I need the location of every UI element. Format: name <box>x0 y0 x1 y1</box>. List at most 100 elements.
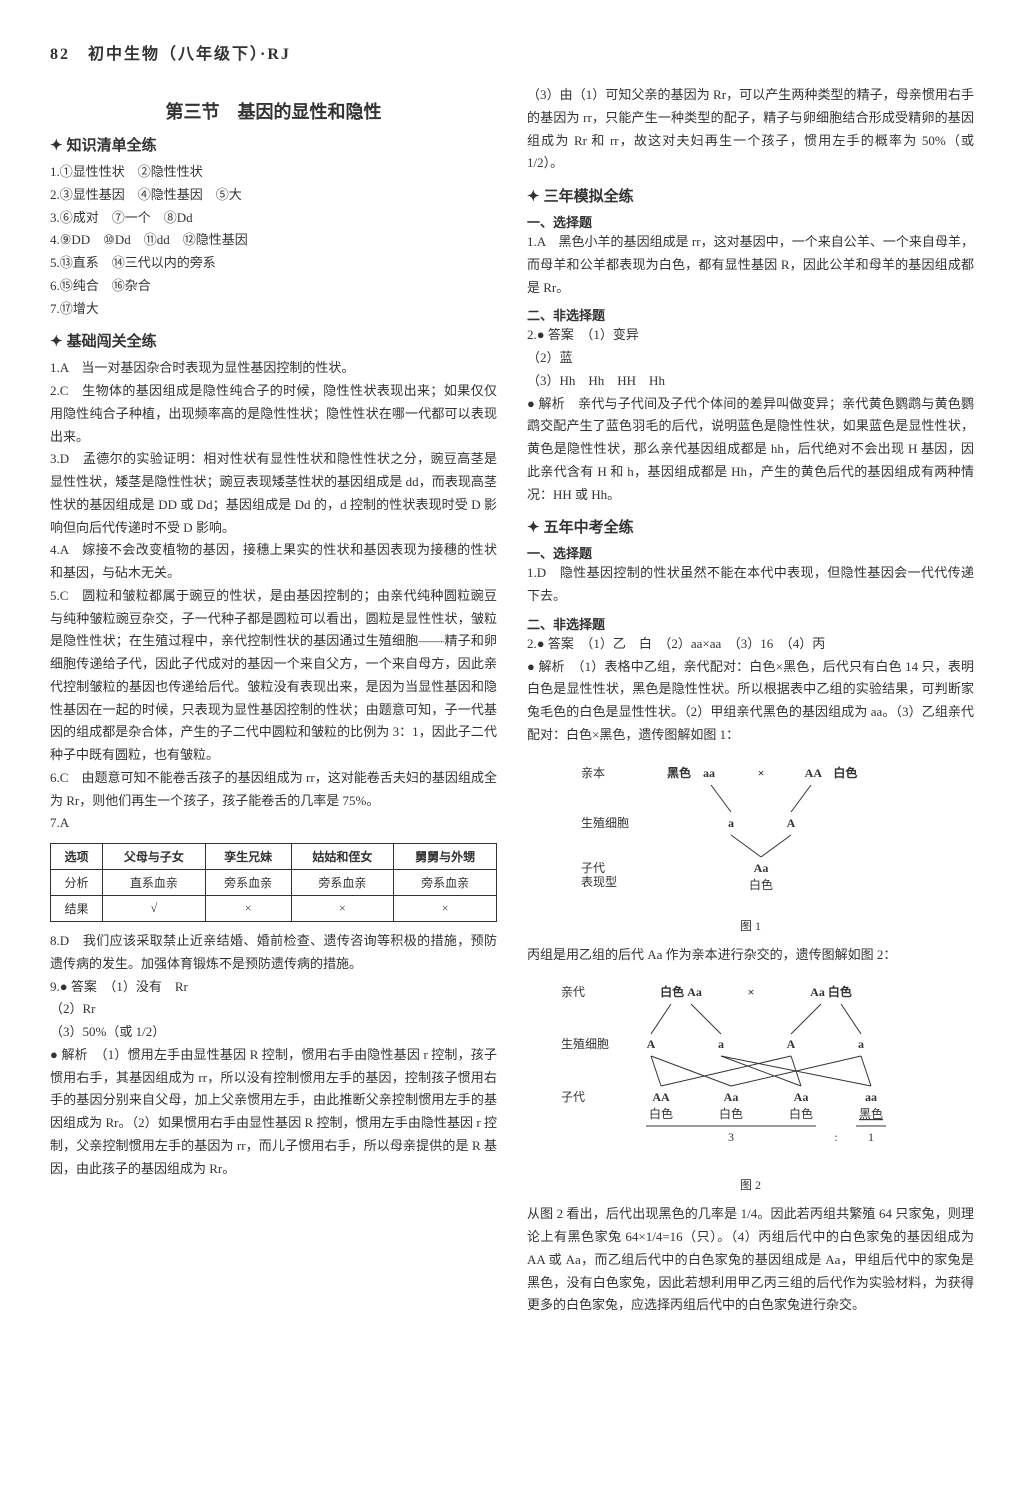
offspring-pheno: 白色 <box>718 1106 742 1121</box>
edge <box>731 1056 861 1086</box>
table-row: 分析 直系血亲 旁系血亲 旁系血亲 旁系血亲 <box>51 870 497 896</box>
right-column: （3）由（1）可知父亲的基因为 Rr，可以产生两种类型的精子，母亲惯用右手的基因… <box>527 84 974 1317</box>
offspring-pheno: 黑色 <box>858 1107 882 1121</box>
jichu-after: （2）Rr <box>50 998 497 1021</box>
parent-right: Aa 白色 <box>810 984 852 999</box>
td: × <box>291 896 394 922</box>
zhishi-line: 4.⑨DD ⑩Dd ⑪dd ⑫隐性基因 <box>50 229 497 252</box>
table-row: 结果 √ × × × <box>51 896 497 922</box>
th: 舅舅与外甥 <box>394 844 497 870</box>
zhishi-line: 7.⑰增大 <box>50 298 497 321</box>
row-label: 子代 <box>561 1090 585 1104</box>
th: 姑姑和侄女 <box>291 844 394 870</box>
sannian-header: 三年模拟全练 <box>527 185 974 206</box>
category: 二、非选择题 <box>527 305 974 324</box>
edge <box>761 835 791 857</box>
section-title: 第三节 基因的显性和隐性 <box>50 98 497 124</box>
td: 旁系血亲 <box>394 870 497 896</box>
gamete-right: A <box>786 816 795 830</box>
edge <box>651 1004 671 1034</box>
right-top: （3）由（1）可知父亲的基因为 Rr，可以产生两种类型的精子，母亲惯用右手的基因… <box>527 84 974 175</box>
gamete: A <box>646 1037 655 1051</box>
sannian-q2: （2）蓝 <box>527 347 974 370</box>
zhishi-line: 1.①显性性状 ②隐性性状 <box>50 161 497 184</box>
jichu-header: 基础闯关全练 <box>50 330 497 351</box>
wunian-q2-exp: ● 解析 （1）表格中乙组，亲代配对：白色×黑色，后代只有白色 14 只，表明白… <box>527 656 974 747</box>
gamete-left: a <box>728 816 734 830</box>
cross-icon: × <box>757 766 764 780</box>
zhishi-line: 6.⑮纯合 ⑯杂合 <box>50 275 497 298</box>
zhishi-line: 5.⑬直系 ⑭三代以内的旁系 <box>50 252 497 275</box>
td: × <box>205 896 291 922</box>
left-column: 第三节 基因的显性和隐性 知识清单全练 1.①显性性状 ②隐性性状 2.③显性基… <box>50 84 497 1317</box>
ratio-3: 3 <box>728 1130 734 1144</box>
jichu-item: 4.A 嫁接不会改变植物的基因，接穗上果实的性状和基因表现为接穗的性状和基因，与… <box>50 539 497 585</box>
edge <box>791 785 811 812</box>
edge <box>841 1004 861 1034</box>
row-label: 亲代 <box>561 985 585 999</box>
jichu-after: 9.● 答案 （1）没有 Rr <box>50 976 497 999</box>
zhishi-line: 2.③显性基因 ④隐性基因 ⑤大 <box>50 184 497 207</box>
wunian-q2-mid: 丙组是用乙组的后代 Aa 作为亲本进行杂交的，遗传图解如图 2： <box>527 944 974 967</box>
ratio-1: 1 <box>868 1130 874 1144</box>
edge <box>711 785 731 812</box>
th: 选项 <box>51 844 103 870</box>
fig1-caption: 图 1 <box>527 917 974 934</box>
td: √ <box>103 896 206 922</box>
offspring-geno: Aa <box>753 861 768 875</box>
gamete: a <box>858 1037 864 1051</box>
wunian-q2-exp2: 从图 2 看出，后代出现黑色的几率是 1/4。因此若丙组共繁殖 64 只家兔，则… <box>527 1203 974 1317</box>
jichu-after: 8.D 我们应该采取禁止近亲结婚、婚前检查、遗传咨询等积极的措施，预防遗传病的发… <box>50 930 497 976</box>
zhishi-line: 3.⑥成对 ⑦一个 ⑧Dd <box>50 207 497 230</box>
edge <box>691 1004 721 1034</box>
offspring-geno: aa <box>865 1090 877 1104</box>
wunian-q1: 1.D 隐性基因控制的性状虽然不能在本代中表现，但隐性基因会一代代传递下去。 <box>527 562 974 608</box>
edge <box>861 1056 871 1086</box>
th: 父母与子女 <box>103 844 206 870</box>
row-label: 亲本 <box>581 766 605 780</box>
jichu-after: ● 解析 （1）惯用左手由显性基因 R 控制，惯用右手由隐性基因 r 控制，孩子… <box>50 1044 497 1181</box>
edge <box>731 835 761 857</box>
edge <box>651 1056 731 1086</box>
jichu-item: 2.C 生物体的基因组成是隐性纯合子的时候，隐性性状表现出来；如果仅仅用隐性纯合… <box>50 380 497 448</box>
category: 二、非选择题 <box>527 614 974 633</box>
two-column-layout: 第三节 基因的显性和隐性 知识清单全练 1.①显性性状 ②隐性性状 2.③显性基… <box>50 84 974 1317</box>
edge <box>661 1056 791 1086</box>
category: 一、选择题 <box>527 212 974 231</box>
td: 分析 <box>51 870 103 896</box>
genetics-diagram-1: 亲本 黑色 aa × AA 白色 生殖细胞 a A 子代表现型 Aa 白色 <box>571 757 931 907</box>
td: × <box>394 896 497 922</box>
td: 直系血亲 <box>103 870 206 896</box>
zhishi-header: 知识清单全练 <box>50 134 497 155</box>
offspring-geno: AA <box>652 1090 670 1104</box>
genetics-diagram-2: 亲代 白色 Aa × Aa 白色 生殖细胞 A a A a 子代 AA Aa A <box>551 976 951 1166</box>
td: 旁系血亲 <box>205 870 291 896</box>
relation-table: 选项 父母与子女 孪生兄妹 姑姑和侄女 舅舅与外甥 分析 直系血亲 旁系血亲 旁… <box>50 843 497 922</box>
sannian-q2: 2.● 答案 （1）变异 <box>527 324 974 347</box>
th: 孪生兄妹 <box>205 844 291 870</box>
parent-right: AA 白色 <box>804 765 857 780</box>
sannian-q2: ● 解析 亲代与子代间及子代个体间的差异叫做变异；亲代黄色鹦鹉与黄色鹦鹉交配产生… <box>527 393 974 507</box>
td: 结果 <box>51 896 103 922</box>
edge <box>651 1056 661 1086</box>
gamete: a <box>718 1037 724 1051</box>
table-row: 选项 父母与子女 孪生兄妹 姑姑和侄女 舅舅与外甥 <box>51 844 497 870</box>
edge <box>791 1004 821 1034</box>
offspring-pheno: 白色 <box>748 877 772 892</box>
jichu-item: 1.A 当一对基因杂合时表现为显性基因控制的性状。 <box>50 357 497 380</box>
offspring-geno: Aa <box>793 1090 808 1104</box>
td: 旁系血亲 <box>291 870 394 896</box>
fig2-caption: 图 2 <box>527 1176 974 1193</box>
row-label: 子代表现型 <box>581 861 617 889</box>
jichu-item: 6.C 由题意可知不能卷舌孩子的基因组成为 rr，这对能卷舌夫妇的基因组成全为 … <box>50 767 497 813</box>
offspring-geno: Aa <box>723 1090 738 1104</box>
cross-icon: × <box>747 985 754 999</box>
ratio-colon: : <box>834 1130 837 1144</box>
row-label: 生殖细胞 <box>561 1036 609 1051</box>
offspring-pheno: 白色 <box>788 1106 812 1121</box>
jichu-item: 7.A <box>50 812 497 835</box>
page-header: 82 初中生物（八年级下）·RJ <box>50 40 974 64</box>
edge <box>721 1056 801 1086</box>
gamete: A <box>786 1037 795 1051</box>
wunian-q2-ans: 2.● 答案 （1）乙 白 （2）aa×aa （3）16 （4）丙 <box>527 633 974 656</box>
